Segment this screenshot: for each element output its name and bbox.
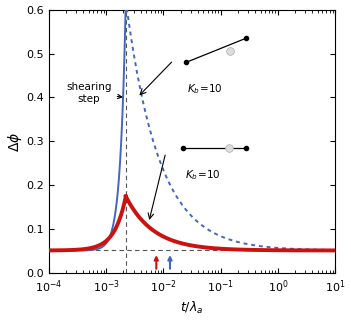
X-axis label: $t/\lambda_a$: $t/\lambda_a$ xyxy=(180,300,204,317)
Text: shearing
step: shearing step xyxy=(66,82,122,104)
Text: $K_b\!=\!10$: $K_b\!=\!10$ xyxy=(185,168,221,182)
Y-axis label: $\Delta\phi$: $\Delta\phi$ xyxy=(6,131,24,152)
Text: $K_b\!=\!10$: $K_b\!=\!10$ xyxy=(187,82,223,96)
